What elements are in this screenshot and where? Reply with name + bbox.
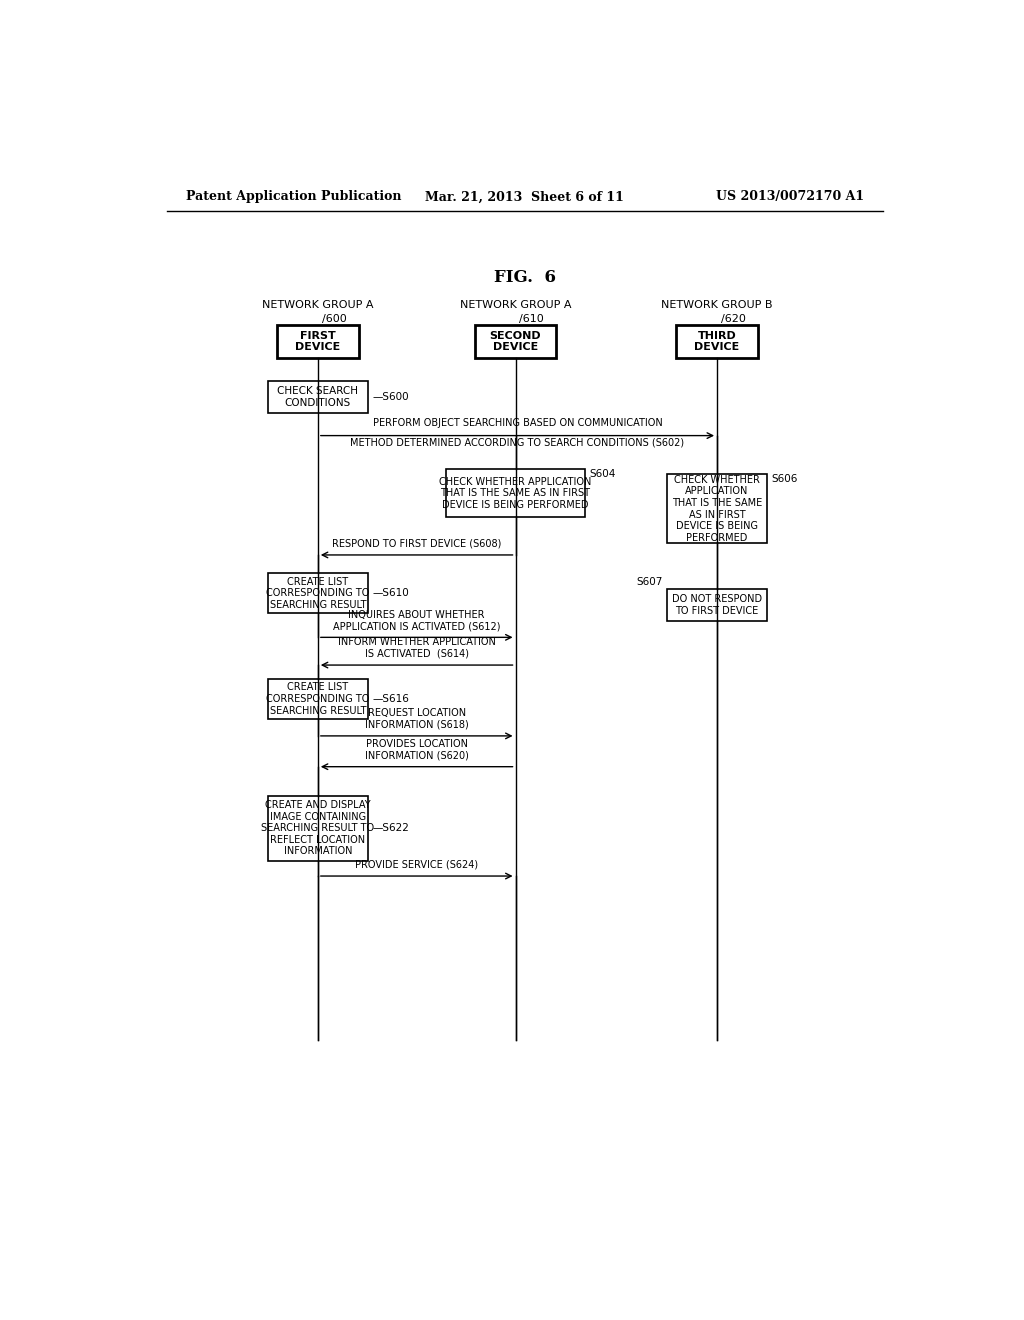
Text: Patent Application Publication: Patent Application Publication xyxy=(186,190,401,203)
Text: REQUEST LOCATION
INFORMATION (S618): REQUEST LOCATION INFORMATION (S618) xyxy=(365,708,469,730)
Text: THIRD
DEVICE: THIRD DEVICE xyxy=(694,331,739,352)
Text: US 2013/0072170 A1: US 2013/0072170 A1 xyxy=(716,190,864,203)
Text: DO NOT RESPOND
TO FIRST DEVICE: DO NOT RESPOND TO FIRST DEVICE xyxy=(672,594,762,616)
Text: CHECK WHETHER APPLICATION
THAT IS THE SAME AS IN FIRST
DEVICE IS BEING PERFORMED: CHECK WHETHER APPLICATION THAT IS THE SA… xyxy=(439,477,592,510)
Text: NETWORK GROUP A: NETWORK GROUP A xyxy=(460,300,571,310)
Text: —S610: —S610 xyxy=(372,589,409,598)
Text: —S616: —S616 xyxy=(372,694,409,704)
Text: PROVIDE SERVICE (S624): PROVIDE SERVICE (S624) xyxy=(355,859,478,870)
Text: —S600: —S600 xyxy=(372,392,409,403)
Bar xyxy=(445,470,586,517)
Text: INQUIRES ABOUT WHETHER
APPLICATION IS ACTIVATED (S612): INQUIRES ABOUT WHETHER APPLICATION IS AC… xyxy=(333,610,501,631)
Text: CREATE LIST
CORRESPONDING TO
SEARCHING RESULT: CREATE LIST CORRESPONDING TO SEARCHING R… xyxy=(266,682,370,715)
Text: Mar. 21, 2013  Sheet 6 of 11: Mar. 21, 2013 Sheet 6 of 11 xyxy=(425,190,625,203)
Bar xyxy=(267,573,369,614)
Text: CREATE AND DISPLAY
IMAGE CONTAINING
SEARCHING RESULT TO
REFLECT LOCATION
INFORMA: CREATE AND DISPLAY IMAGE CONTAINING SEAR… xyxy=(261,800,375,857)
Bar xyxy=(278,326,358,358)
Bar xyxy=(267,381,369,413)
Bar xyxy=(667,474,767,544)
Text: METHOD DETERMINED ACCORDING TO SEARCH CONDITIONS (S602): METHOD DETERMINED ACCORDING TO SEARCH CO… xyxy=(350,437,684,447)
Text: —S622: —S622 xyxy=(372,824,409,833)
Bar xyxy=(267,796,369,861)
Text: NETWORK GROUP A: NETWORK GROUP A xyxy=(262,300,374,310)
Text: S606: S606 xyxy=(771,474,798,484)
Bar xyxy=(667,589,767,622)
Text: PROVIDES LOCATION
INFORMATION (S620): PROVIDES LOCATION INFORMATION (S620) xyxy=(365,739,469,760)
Text: NETWORK GROUP B: NETWORK GROUP B xyxy=(662,300,773,310)
Text: S607: S607 xyxy=(636,577,663,587)
Text: /610: /610 xyxy=(519,314,544,323)
Text: CREATE LIST
CORRESPONDING TO
SEARCHING RESULT: CREATE LIST CORRESPONDING TO SEARCHING R… xyxy=(266,577,370,610)
Text: FIG.  6: FIG. 6 xyxy=(494,269,556,286)
Bar xyxy=(676,326,758,358)
Text: FIRST
DEVICE: FIRST DEVICE xyxy=(295,331,341,352)
Bar xyxy=(475,326,556,358)
Text: SECOND
DEVICE: SECOND DEVICE xyxy=(489,331,542,352)
Text: CHECK WHETHER
APPLICATION
THAT IS THE SAME
AS IN FIRST
DEVICE IS BEING
PERFORMED: CHECK WHETHER APPLICATION THAT IS THE SA… xyxy=(672,475,762,543)
Text: RESPOND TO FIRST DEVICE (S608): RESPOND TO FIRST DEVICE (S608) xyxy=(332,539,502,549)
Text: PERFORM OBJECT SEARCHING BASED ON COMMUNICATION: PERFORM OBJECT SEARCHING BASED ON COMMUN… xyxy=(373,418,663,428)
Bar xyxy=(267,678,369,719)
Text: CHECK SEARCH
CONDITIONS: CHECK SEARCH CONDITIONS xyxy=(278,387,358,408)
Text: INFORM WHETHER APPLICATION
IS ACTIVATED  (S614): INFORM WHETHER APPLICATION IS ACTIVATED … xyxy=(338,638,496,659)
Text: S604: S604 xyxy=(589,470,615,479)
Text: /600: /600 xyxy=(322,314,346,323)
Text: /620: /620 xyxy=(721,314,745,323)
